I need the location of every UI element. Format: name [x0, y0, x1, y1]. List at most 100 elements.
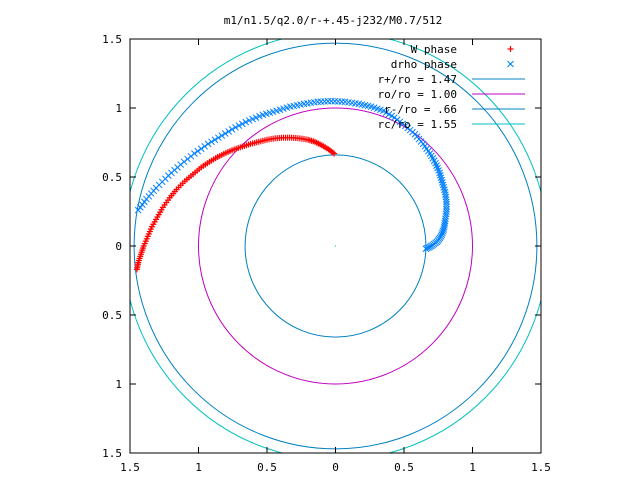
- marker-x-b: [436, 169, 443, 177]
- marker-x-b: [440, 224, 448, 231]
- drho-phase-point: [428, 152, 439, 167]
- y-tick-label: 1.5: [102, 447, 122, 460]
- marker-x-b: [352, 99, 359, 107]
- marker-x-b: [373, 105, 381, 113]
- drho-phase-point: [208, 132, 226, 146]
- marker-x-b: [438, 176, 446, 184]
- marker-x-b: [341, 98, 349, 106]
- x-tick-label: 1: [469, 461, 476, 474]
- marker-x-b: [377, 106, 384, 114]
- marker-x-b: [348, 99, 356, 107]
- circle-series-2: [198, 107, 473, 385]
- marker-x-b: [134, 206, 142, 214]
- marker-x-b: [428, 152, 435, 160]
- drho-phase-point: [194, 140, 212, 155]
- y-tick-label: 0.5: [102, 309, 122, 322]
- marker-x-b: [442, 210, 450, 218]
- marker-x-b: [439, 179, 446, 186]
- marker-x-b: [370, 104, 378, 112]
- drho-phase-point: [317, 97, 335, 105]
- axis-ticks: 1.5 1 0.5 0 0.5 1 1.51.510.500.511.5: [102, 33, 551, 474]
- drho-phase-point: [439, 181, 449, 196]
- drho-phase-point: [345, 98, 363, 108]
- marker-x-b: [345, 98, 352, 106]
- drho-phase-point: [304, 98, 322, 107]
- marker-x-b: [391, 114, 398, 122]
- marker-x-b: [438, 231, 446, 238]
- marker-x-b: [259, 111, 267, 119]
- marker-x-b: [252, 114, 260, 122]
- drho-phase-point: [440, 219, 449, 233]
- marker-x-b: [507, 60, 514, 68]
- y-tick-label: 1: [115, 102, 122, 115]
- legend: W phase drho phase r+/ro = 1.47 ro/ro = 1.0…: [378, 43, 525, 131]
- w-phase-point: [327, 147, 338, 157]
- marker-x-b: [436, 171, 444, 179]
- x-tick-label: 1: [195, 461, 202, 474]
- marker-x-b: [380, 107, 387, 115]
- w-phase-point: [133, 266, 140, 273]
- marker-x-b: [429, 155, 437, 162]
- marker-x-b: [441, 186, 448, 194]
- marker-x-b: [228, 126, 236, 133]
- legend-label: drho phase: [391, 58, 457, 71]
- x-tick-label: 0.5: [394, 461, 414, 474]
- w-phase-point: [155, 204, 166, 218]
- legend-entry: W phase: [411, 43, 514, 56]
- w-phase-point: [168, 186, 180, 199]
- legend-label: rc/ro = 1.55: [378, 118, 457, 131]
- marker-x-b: [245, 117, 253, 124]
- drho-phase-point: [436, 171, 446, 186]
- w-phase-point: [216, 149, 229, 159]
- drho-phase-point: [382, 109, 398, 122]
- marker-x-b: [432, 159, 439, 167]
- marker-x-b: [440, 183, 448, 191]
- marker-x-b: [443, 203, 450, 211]
- marker-x-b: [208, 138, 215, 146]
- marker-x-b: [441, 188, 449, 196]
- marker-x-b: [367, 103, 375, 110]
- w-phase-point: [200, 158, 213, 169]
- legend-entry: r+/ro = 1.47: [378, 73, 525, 86]
- marker-x-b: [238, 120, 246, 128]
- w-phase-point: [306, 137, 318, 145]
- y-tick-label: 0.5: [102, 171, 122, 184]
- marker-x-b: [194, 147, 202, 155]
- drho-phase-point: [413, 133, 427, 148]
- marker-x-b: [440, 226, 448, 233]
- y-tick-label: 1: [115, 378, 122, 391]
- marker-x-b: [197, 145, 205, 153]
- marker-x-b: [385, 110, 393, 118]
- marker-x-b: [430, 157, 438, 165]
- x-tick-label: 0.5: [257, 461, 277, 474]
- marker-x-b: [221, 130, 229, 137]
- marker-x-b: [338, 98, 346, 105]
- marker-x-b: [382, 109, 390, 116]
- w-phase-point: [266, 135, 279, 143]
- drho-phase-point: [443, 200, 450, 215]
- marker-x-b: [443, 205, 450, 213]
- legend-entry: r-/ro = .66: [384, 103, 525, 116]
- marker-x-b: [211, 136, 219, 144]
- x-tick-label: 0: [332, 461, 339, 474]
- drho-phase-point: [433, 162, 443, 177]
- legend-label: ro/ro = 1.00: [378, 88, 457, 101]
- w-phase-point: [141, 233, 151, 247]
- marker-x-b: [355, 100, 363, 108]
- marker-x-b: [225, 128, 232, 135]
- marker-x-b: [439, 181, 447, 189]
- marker-x-b: [364, 102, 372, 110]
- marker-x-b: [441, 219, 449, 227]
- drho-phase-point: [235, 117, 253, 129]
- drho-phase-point: [421, 142, 434, 157]
- y-tick-label: 1.5: [102, 33, 122, 46]
- w-phase-point: [257, 136, 270, 145]
- marker-x-b: [439, 229, 446, 237]
- marker-x-b: [331, 97, 339, 105]
- point-series-2: [134, 97, 450, 253]
- x-tick-label: 1.5: [120, 461, 140, 474]
- point-series-1: [133, 134, 338, 273]
- x-tick-label: 1.5: [531, 461, 551, 474]
- drho-phase-point: [262, 107, 280, 118]
